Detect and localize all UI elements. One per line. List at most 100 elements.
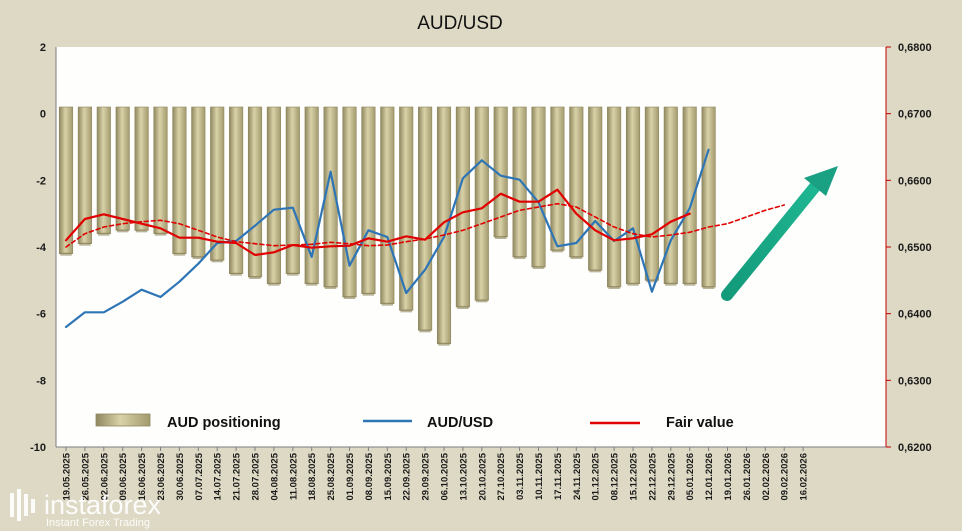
bar-base-2	[98, 232, 110, 236]
bar-25	[531, 106, 546, 268]
bar-21	[455, 106, 470, 308]
left-axis-ticks: 2 0 -2 -4 -6 -8 -10	[30, 42, 47, 454]
x-tick-label-25: 10.11.2025	[534, 452, 545, 500]
watermark-tagline: Instant Forex Trading	[46, 517, 150, 529]
x-tick-label-27: 24.11.2025	[572, 452, 583, 500]
x-tick-label-38: 09.02.2026	[780, 453, 791, 501]
right-tick-label-2: 0,6600	[898, 175, 932, 187]
x-tick-label-37: 02.02.2026	[761, 453, 772, 501]
right-tick-label-4: 0,6400	[898, 309, 932, 321]
x-tick-label-24: 03.11.2025	[515, 452, 526, 500]
bar-base-22	[476, 299, 488, 303]
left-tick-label-5: -8	[36, 375, 46, 387]
x-tick-label-20: 06.10.2025	[440, 452, 451, 500]
legend-label-audusd: AUD/USD	[427, 415, 493, 431]
bar-base-15	[343, 296, 356, 299]
bar-base-14	[324, 286, 337, 289]
x-tick-label-39: 16.02.2026	[799, 453, 810, 501]
x-tick-label-21: 13.10.2025	[458, 452, 469, 500]
bar-base-28	[589, 269, 601, 273]
right-tick-label-3: 0,6500	[898, 242, 932, 254]
x-axis-ticks: 19.05.2025 26.05.2025 02.06.2025 09.06.2025…	[62, 447, 810, 501]
x-tick-label-6: 30.06.2025	[175, 452, 186, 500]
bar-27	[569, 106, 584, 258]
bar-base-34	[702, 286, 715, 289]
chart-title: AUD/USD	[417, 13, 503, 34]
x-tick-label-11: 04.08.2025	[269, 452, 280, 500]
bar-32	[663, 106, 678, 284]
bar-base-26	[551, 249, 564, 253]
legend-label-fair-value: Fair value	[666, 415, 734, 431]
x-tick-label-0: 19.05.2025	[62, 452, 73, 500]
bar-base-10	[249, 276, 261, 279]
x-tick-label-17: 15.09.2025	[383, 452, 394, 500]
right-tick-label-5: 0,6300	[898, 375, 932, 387]
bar-3	[115, 106, 130, 231]
x-tick-label-19: 29.09.2025	[421, 452, 432, 500]
x-tick-label-13: 18.08.2025	[307, 452, 318, 500]
bar-base-8	[211, 259, 223, 263]
x-tick-label-2: 02.06.2025	[99, 452, 110, 500]
x-tick-label-31: 22.12.2025	[647, 452, 658, 500]
right-axis-ticks: 0,6800 0,6700 0,6600 0,6500 0,6400 0,6300 0,62…	[886, 42, 932, 454]
watermark-brand: instaforex	[44, 490, 162, 520]
x-tick-label-7: 07.07.2025	[194, 452, 205, 500]
left-tick-label-6: -10	[30, 442, 46, 454]
bar-5	[153, 106, 168, 234]
bar-24	[512, 106, 527, 258]
x-tick-label-4: 16.06.2025	[137, 452, 148, 500]
x-tick-label-22: 20.10.2025	[477, 452, 488, 500]
bar-base-17	[381, 302, 394, 306]
left-tick-label-3: -4	[36, 242, 47, 254]
x-tick-label-3: 09.06.2025	[118, 452, 129, 500]
bar-28	[588, 106, 603, 271]
x-tick-label-9: 21.07.2025	[232, 452, 243, 500]
bar-30	[625, 106, 641, 284]
x-tick-label-12: 11.08.2025	[288, 452, 299, 500]
left-tick-label-1: 0	[40, 109, 46, 121]
bar-15	[342, 106, 357, 298]
x-tick-label-16: 08.09.2025	[364, 452, 375, 500]
left-tick-label-0: 2	[40, 42, 46, 54]
bar-6	[172, 106, 187, 254]
bar-base-9	[230, 272, 242, 276]
bar-0	[58, 106, 74, 254]
x-tick-label-26: 17.11.2025	[553, 452, 564, 500]
bar-base-12	[287, 272, 299, 276]
bar-17	[380, 106, 395, 304]
x-tick-label-15: 01.09.2025	[345, 452, 356, 500]
bar-26	[550, 106, 565, 251]
x-tick-label-1: 26.05.2025	[80, 452, 91, 500]
bar-base-27	[570, 256, 583, 259]
bar-base-11	[268, 282, 280, 286]
x-tick-label-35: 19.01.2026	[723, 453, 734, 501]
trend-arrow	[721, 166, 838, 301]
x-tick-label-8: 14.07.2025	[213, 452, 224, 500]
bar-9	[229, 106, 244, 274]
bar-12	[285, 106, 300, 274]
bar-base-13	[305, 282, 318, 286]
x-tick-label-34: 12.01.2026	[704, 453, 715, 501]
series-line-aud-usd	[64, 148, 710, 329]
series-lines	[64, 148, 786, 329]
bar-base-18	[400, 309, 412, 313]
bar-19	[418, 106, 433, 331]
bar-base-33	[683, 282, 696, 286]
bar-4	[134, 106, 149, 231]
legend: AUD positioning AUD/USD Fair value	[95, 413, 734, 431]
right-tick-label-1: 0,6700	[898, 109, 932, 121]
legend-swatch-positioning	[95, 413, 151, 427]
bar-8	[210, 106, 225, 261]
bar-16	[361, 106, 376, 294]
x-tick-label-33: 05.01.2026	[685, 453, 696, 501]
series-line-fair-value	[64, 188, 691, 257]
bar-base-4	[135, 229, 148, 233]
bar-base-25	[532, 266, 545, 269]
right-tick-label-0: 0,6800	[898, 42, 932, 54]
x-tick-label-23: 27.10.2025	[496, 452, 507, 500]
bar-31	[644, 106, 659, 281]
bar-base-32	[665, 282, 677, 286]
bar-base-30	[627, 282, 639, 286]
